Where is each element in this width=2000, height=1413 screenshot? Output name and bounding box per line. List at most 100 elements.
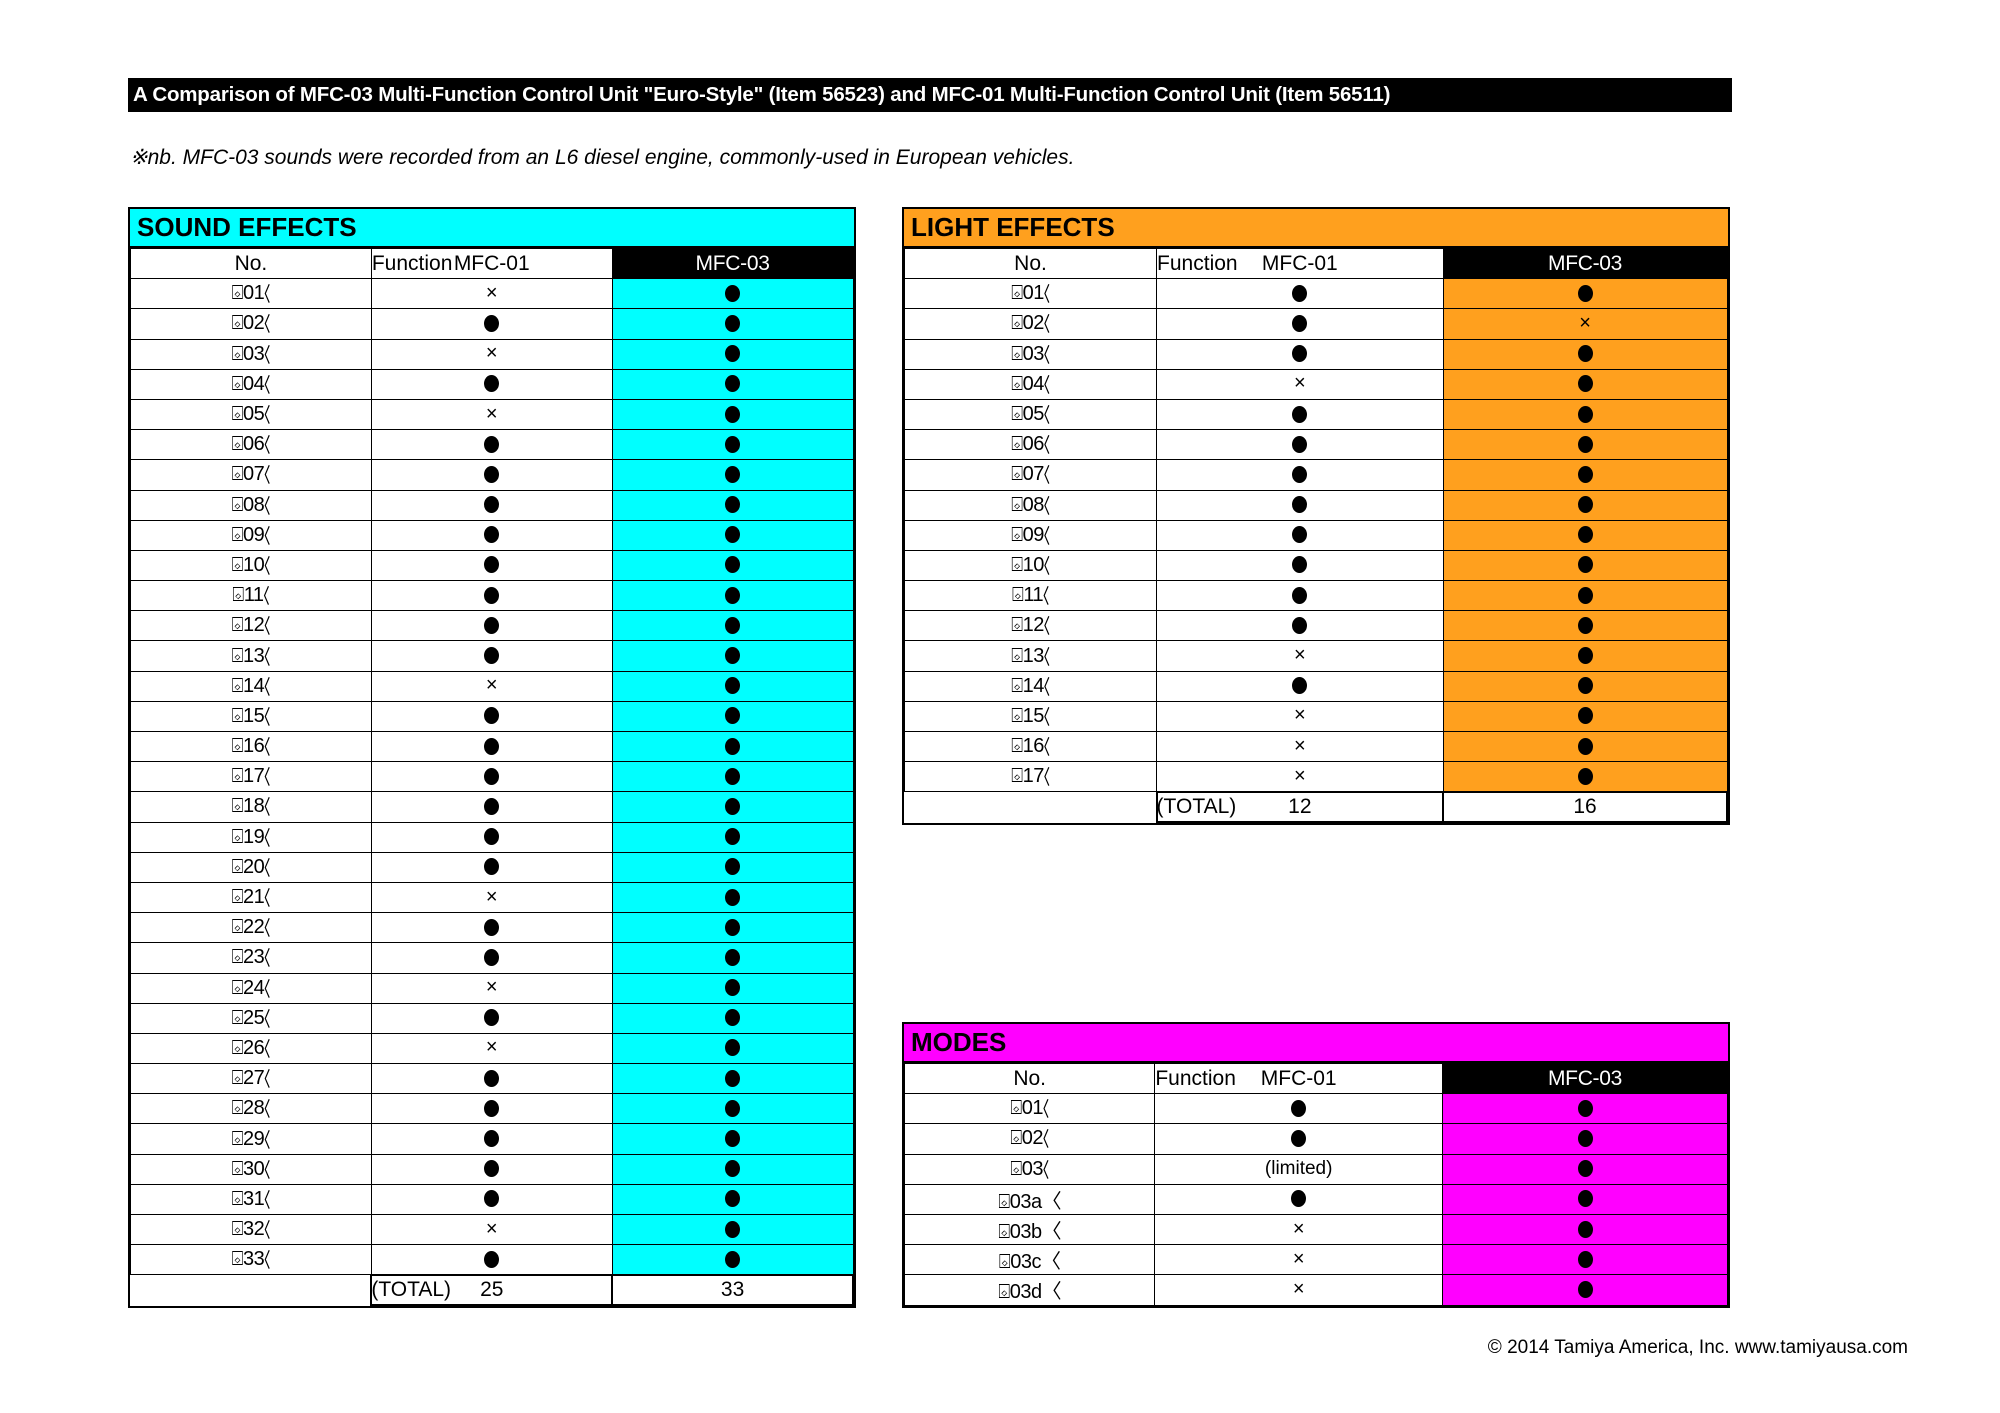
cell-mfc03-support: × — [1442, 308, 1728, 340]
cell-mfc01-support — [1156, 278, 1444, 310]
row-number: ⌺01〈 — [903, 1093, 1156, 1125]
total-mfc03: 16 — [1442, 790, 1728, 824]
cell-mfc01-support — [370, 791, 613, 823]
cell-mfc01-support: × — [1156, 761, 1444, 793]
supported-dot-icon — [725, 1130, 741, 1148]
supported-dot-icon — [725, 797, 741, 815]
cell-mfc01-support — [370, 1063, 613, 1095]
row-number: ⌺10〈 — [130, 549, 372, 582]
cell-mfc03-support — [1442, 580, 1728, 612]
row-number: ⌺30〈 — [130, 1153, 372, 1185]
table-row: ⌺06〈Reverse lights — [903, 429, 1728, 461]
supported-dot-icon — [725, 828, 741, 846]
cell-mfc01-support: × — [370, 338, 613, 370]
cell-mfc03-support — [1442, 1244, 1728, 1276]
row-number: ⌺09〈 — [903, 519, 1158, 551]
table-row: ⌺03〈Pre-heating× — [130, 338, 854, 370]
table-row: ⌺30〈Air discharging 5 (when running) — [130, 1153, 854, 1185]
supported-dot-icon — [1291, 1099, 1307, 1117]
supported-dot-icon — [484, 1250, 500, 1268]
cell-mfc01-support — [370, 700, 613, 733]
cell-mfc01-support: × — [1156, 700, 1444, 733]
supported-dot-icon — [725, 435, 741, 453]
row-number: ⌺14〈 — [903, 670, 1158, 702]
supported-dot-icon — [1577, 677, 1593, 695]
row-number: ⌺17〈 — [903, 761, 1158, 793]
table-row: ⌺09〈Engine sound 3 (revving) — [130, 519, 854, 551]
cell-mfc01-support — [370, 912, 613, 944]
table-row: ⌺31〈Air discharging 6 (braking) — [130, 1183, 854, 1216]
column-header-mfc03: MFC-03 — [611, 247, 854, 280]
cell-mfc01-support: × — [1154, 1244, 1443, 1276]
not-supported-x-icon: × — [485, 402, 498, 425]
cell-mfc01-support: (limited) — [1154, 1153, 1443, 1185]
supported-dot-icon — [1292, 677, 1308, 695]
supported-dot-icon — [1292, 345, 1308, 363]
cell-mfc01-support — [370, 1153, 613, 1185]
table-row: ⌺05〈Brake lights — [903, 398, 1728, 431]
table-row: ⌺22〈Reverse alarm — [130, 912, 854, 944]
row-number: ⌺31〈 — [130, 1183, 372, 1216]
supported-dot-icon — [1292, 465, 1308, 483]
table-row: ⌺03c〈Demo mode pattern 3 (slow illuminat… — [903, 1244, 1728, 1276]
cell-mfc03-support — [611, 851, 854, 883]
cell-mfc01-support — [370, 640, 613, 672]
cell-mfc01-support — [370, 1183, 613, 1216]
row-number: ⌺15〈 — [903, 700, 1158, 733]
supported-dot-icon — [1577, 1190, 1593, 1208]
supported-dot-icon — [725, 767, 741, 785]
supported-dot-icon — [1577, 1220, 1593, 1238]
table-row: ⌺12〈Item 56502 (Option Parts) light set — [903, 610, 1728, 642]
row-number: ⌺21〈 — [130, 881, 372, 914]
table-row: ⌺08〈Engine sound 2 (without trailer) — [130, 489, 854, 521]
cell-mfc03-support — [611, 338, 854, 370]
column-header-mfc01: MFC-01 — [1154, 1062, 1443, 1095]
supported-dot-icon — [1577, 1129, 1593, 1147]
supported-dot-icon — [725, 858, 741, 876]
cell-mfc01-support — [370, 761, 613, 793]
supported-dot-icon — [484, 767, 500, 785]
supported-dot-icon — [1577, 616, 1593, 634]
cell-mfc01-support — [370, 519, 613, 551]
supported-dot-icon — [484, 314, 500, 332]
light-effects-body: No. Function MFC-01 MFC-03 ⌺01〈Headlight… — [902, 247, 1730, 826]
cell-mfc03-support — [611, 580, 854, 612]
sound-effects-body: No. Function MFC-01 MFC-03 ⌺01〈Ignition×… — [128, 247, 856, 1309]
cell-mfc01-support — [1156, 580, 1444, 612]
row-number: ⌺05〈 — [903, 398, 1158, 431]
cell-mfc03-support — [611, 640, 854, 672]
row-number: ⌺14〈 — [130, 670, 372, 702]
row-number: ⌺15〈 — [130, 700, 372, 733]
supported-dot-icon — [1577, 647, 1593, 665]
not-supported-x-icon: × — [1293, 764, 1306, 787]
supported-dot-icon — [1577, 284, 1593, 302]
table-header-row: No. Function MFC-01 MFC-03 — [903, 247, 1728, 280]
cell-mfc03-support — [611, 1032, 854, 1065]
row-number: ⌺10〈 — [903, 549, 1158, 582]
supported-dot-icon — [484, 1160, 500, 1178]
supported-dot-icon — [1577, 586, 1593, 604]
supported-dot-icon — [1577, 767, 1593, 785]
modes-table: No. Function MFC-01 MFC-03 ⌺01〈Multi mod… — [903, 1062, 1728, 1306]
table-row: ⌺14〈Demo mode pattern 1 (manual lights) — [903, 670, 1728, 702]
row-number: ⌺17〈 — [130, 761, 372, 793]
supported-dot-icon — [725, 345, 741, 363]
total-mfc01: 25 — [370, 1273, 614, 1307]
supported-dot-icon — [1577, 375, 1593, 393]
supported-dot-icon — [484, 647, 500, 665]
table-row: ⌺03〈Fog lamp — [903, 338, 1728, 370]
table-row: ⌺04〈Main beam× — [903, 368, 1728, 400]
supported-dot-icon — [725, 556, 741, 574]
not-supported-x-icon: × — [1293, 644, 1306, 667]
supported-dot-icon — [1292, 616, 1308, 634]
table-row: ⌺01〈Multi mode (driving & sounds/lights/… — [903, 1093, 1728, 1125]
cell-mfc03-support — [611, 1213, 854, 1246]
cell-mfc01-support — [370, 851, 613, 883]
cell-mfc03-support — [611, 429, 854, 461]
row-number: ⌺05〈 — [130, 398, 372, 431]
total-mfc03: 33 — [611, 1273, 854, 1307]
total-mfc01: 12 — [1155, 790, 1445, 824]
cell-mfc01-support — [1156, 489, 1444, 521]
cell-mfc03-support — [1442, 459, 1728, 491]
row-number: ⌺11〈 — [130, 580, 372, 612]
